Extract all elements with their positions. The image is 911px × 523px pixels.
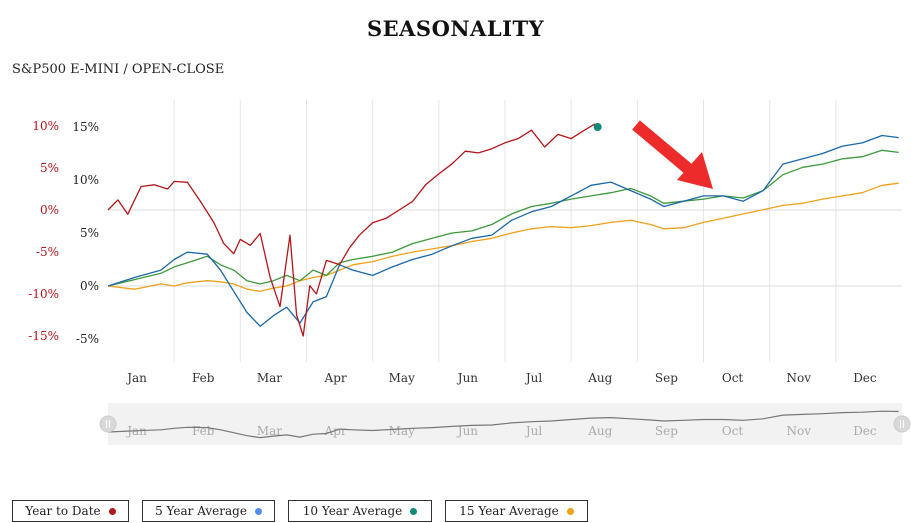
right-axis-tick: 0% [80,279,99,293]
legend-item-5-year-average[interactable]: 5 Year Average [142,500,275,522]
right-axis-tick: 15% [72,120,99,134]
red-arrow-shaft [632,120,696,177]
navigator-month-label: Jun [456,424,479,438]
navigator-month-label: Sep [655,424,678,438]
navigator-month-label: May [389,424,415,438]
legend-label: 5 Year Average [155,504,247,518]
legend-color-dot-icon [254,507,262,515]
legend-item-15-year-average[interactable]: 15 Year Average [445,500,588,522]
series-line-year-to-date [107,123,602,337]
navigator-series-line [107,410,899,439]
navigator-month-label: Oct [722,424,744,438]
series-line-5-year-average [107,134,899,327]
month-label: Jul [524,371,543,385]
right-axis-tick: 5% [80,226,99,240]
month-label: Aug [587,371,612,385]
right-axis-tick: 10% [72,173,99,187]
legend-color-dot-icon [410,507,418,515]
month-label: Feb [192,371,215,385]
left-axis-tick: -15% [28,329,59,343]
month-label: Apr [324,371,347,385]
ytd-end-marker [593,123,602,131]
red-arrow-icon [632,120,713,189]
left-axis-tick: 0% [40,203,59,217]
left-axis-tick: -10% [28,287,59,301]
navigator-month-label: Aug [587,424,612,438]
navigator-month-label: Jul [524,424,543,438]
legend-label: 15 Year Average [459,504,559,518]
series-line-15-year-average [107,182,899,292]
month-label: Nov [786,371,811,385]
legend-item-10-year-average[interactable]: 10 Year Average [288,500,432,522]
navigator-month-label: Dec [853,424,877,438]
legend: Year to Date 5 Year Average 10 Year Averag… [12,500,588,522]
month-label: Mar [257,371,282,385]
seasonality-chart[interactable]: 10% 5% 0% -5% -10% -15% 15% 10% 5% 0% -5% Jan Feb Mar… [0,0,911,460]
legend-label: 10 Year Average [302,504,403,518]
month-label: May [389,371,415,385]
navigator-month-label: Mar [257,424,282,438]
legend-color-dot-icon [566,507,574,515]
left-axis-tick: 5% [40,161,59,175]
legend-color-dot-icon [108,507,116,515]
navigator-month-label: Nov [786,424,811,438]
navigator-left-handle[interactable] [99,415,117,433]
month-label: Oct [722,371,744,385]
navigator-month-label: Feb [192,424,215,438]
red-arrow-head [677,152,713,189]
chart-subtitle: S&P500 E-MINI / OPEN-CLOSE [12,62,225,77]
month-label: Dec [853,371,877,385]
month-label: Sep [655,371,678,385]
month-label: Jun [456,371,479,385]
chart-title: SEASONALITY [366,16,545,41]
legend-item-year-to-date[interactable]: Year to Date [12,500,129,522]
left-axis-tick: -5% [36,245,59,259]
month-label: Jan [125,371,147,385]
series-line-10-year-average [107,149,899,287]
left-axis-tick: 10% [32,119,59,133]
legend-label: Year to Date [25,504,101,518]
navigator-right-handle[interactable] [893,415,911,433]
right-axis-tick: -5% [76,332,99,346]
